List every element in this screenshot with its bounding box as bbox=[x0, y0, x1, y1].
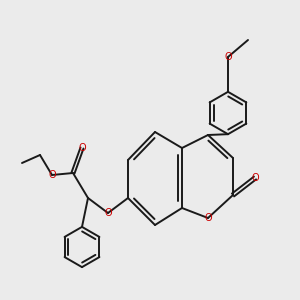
Text: O: O bbox=[78, 143, 86, 153]
Text: O: O bbox=[48, 170, 56, 180]
Text: O: O bbox=[224, 52, 232, 62]
Text: O: O bbox=[104, 208, 112, 218]
Text: O: O bbox=[251, 173, 259, 183]
Text: O: O bbox=[204, 213, 212, 223]
